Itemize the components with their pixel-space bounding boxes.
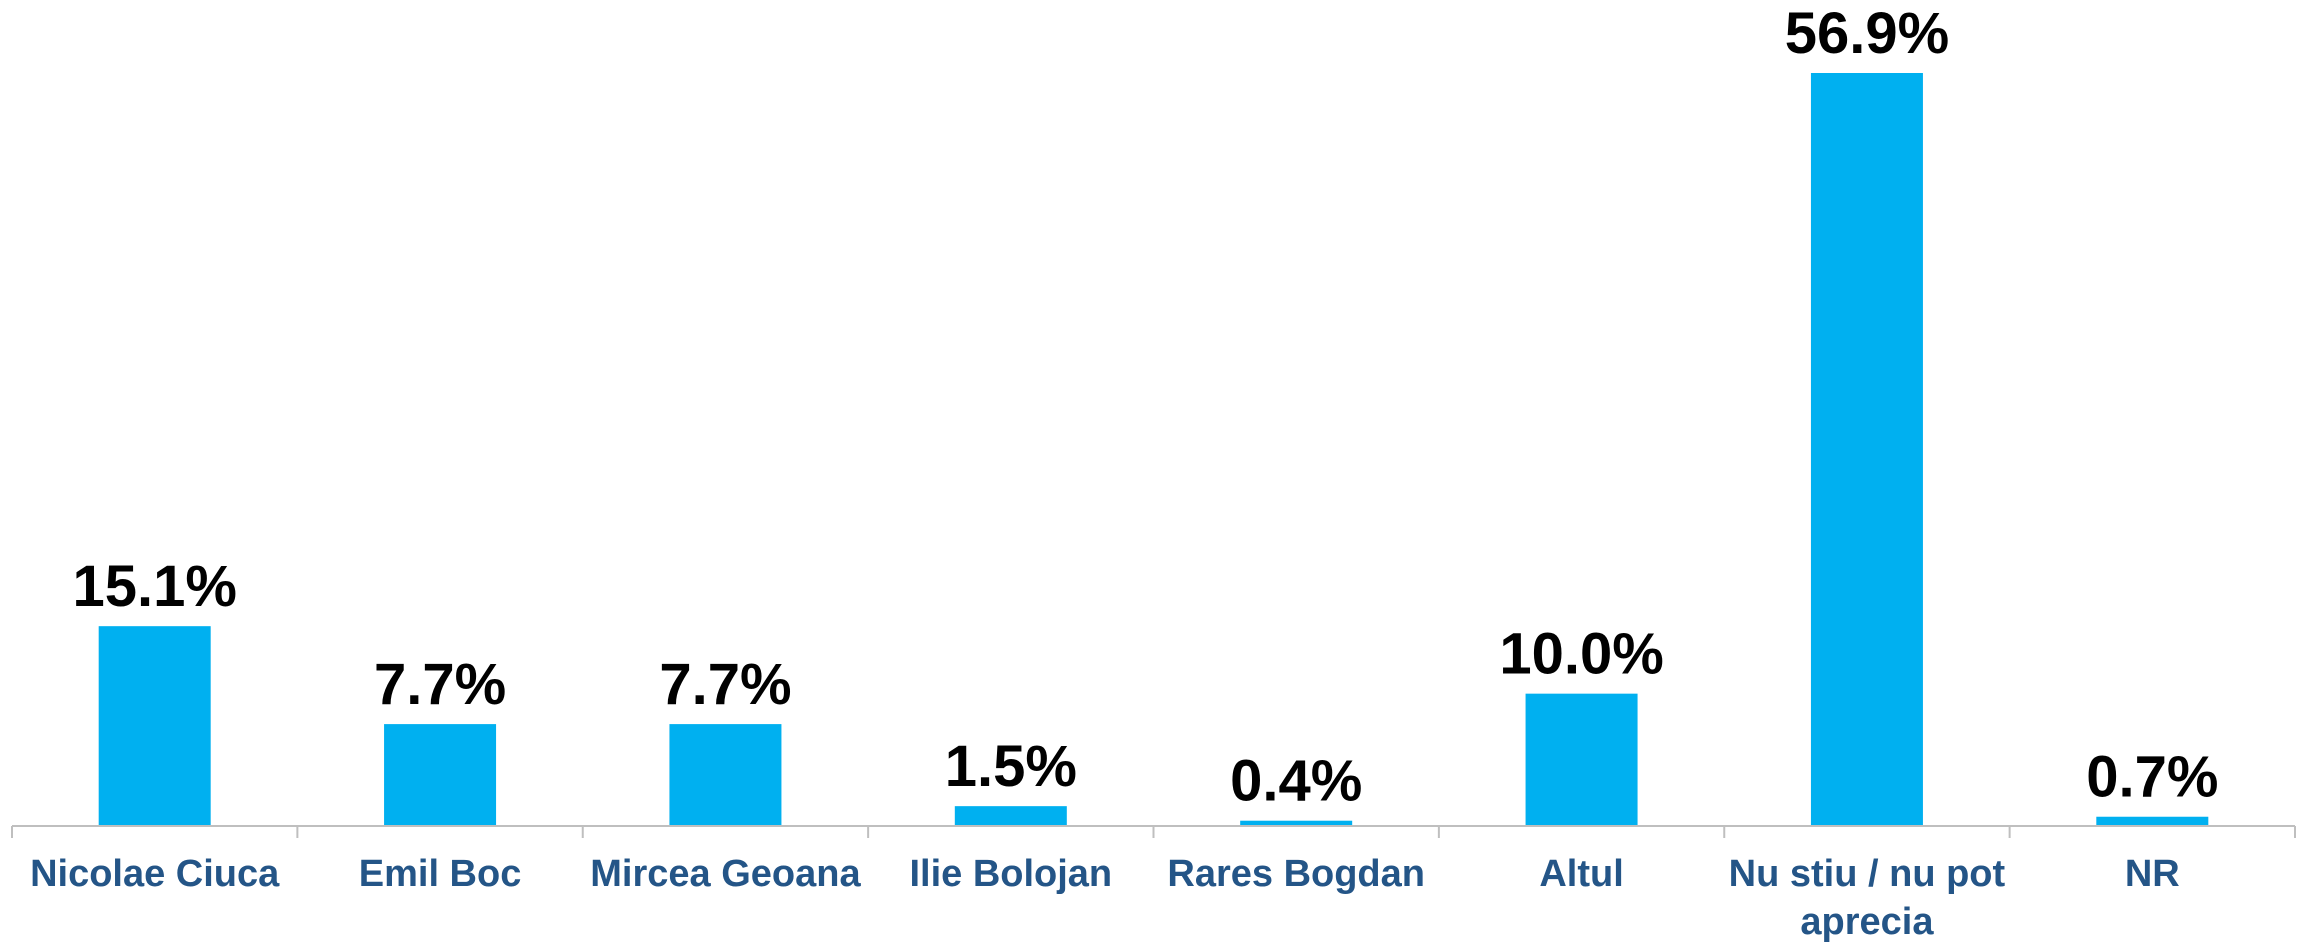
x-tick-label: Mircea Geoana bbox=[590, 853, 861, 895]
x-tick-label: Ilie Bolojan bbox=[909, 853, 1113, 895]
x-tick-label: Altul bbox=[1539, 853, 1624, 895]
value-label: 0.4% bbox=[1230, 749, 1362, 814]
value-label: 7.7% bbox=[374, 652, 506, 717]
bar bbox=[98, 626, 211, 826]
x-tick-label: Rares Bogdan bbox=[1167, 853, 1425, 895]
value-label: 15.1% bbox=[72, 554, 236, 619]
bar bbox=[384, 724, 497, 826]
x-tick-label: Nicolae Ciuca bbox=[30, 853, 280, 895]
value-label: 56.9% bbox=[1785, 1, 1949, 66]
x-tick-label: Nu stiu / nu pot aprecia bbox=[1728, 853, 2006, 943]
value-label: 7.7% bbox=[659, 652, 791, 717]
value-label: 1.5% bbox=[945, 734, 1077, 799]
value-label: 10.0% bbox=[1499, 622, 1663, 687]
x-tick-label: NR bbox=[2124, 853, 2180, 895]
bar bbox=[669, 724, 782, 826]
bar bbox=[1810, 73, 1923, 826]
bar bbox=[1240, 820, 1353, 826]
bar bbox=[2096, 816, 2209, 826]
bar bbox=[954, 806, 1067, 826]
value-label: 0.7% bbox=[2086, 745, 2218, 810]
bar bbox=[1525, 693, 1638, 826]
x-tick-label: Emil Boc bbox=[358, 853, 522, 895]
